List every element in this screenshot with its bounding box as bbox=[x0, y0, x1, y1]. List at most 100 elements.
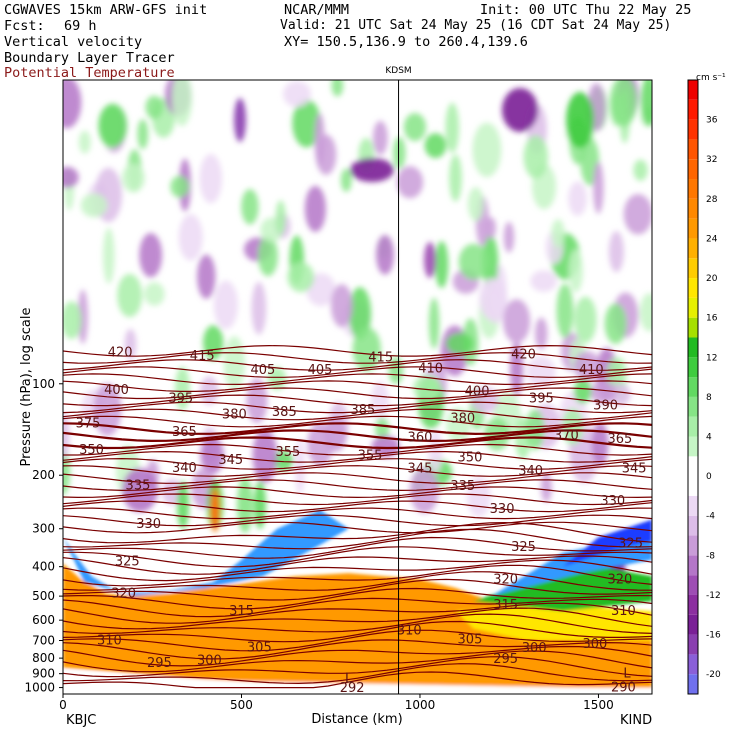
colorbar-swatch bbox=[688, 535, 698, 556]
w-shading-cell bbox=[467, 187, 484, 222]
colorbar-swatch bbox=[688, 654, 698, 675]
theta-contour bbox=[63, 645, 652, 667]
theta-contour bbox=[63, 352, 652, 364]
theta-contour bbox=[63, 465, 652, 477]
theta-label: 405 bbox=[250, 363, 275, 378]
theta-contour bbox=[63, 521, 652, 534]
w-shading-cell bbox=[139, 233, 163, 278]
w-shading-cell bbox=[428, 297, 440, 349]
w-shading-cell bbox=[609, 80, 638, 127]
theta-contour bbox=[63, 344, 652, 357]
theta-label: 365 bbox=[172, 425, 197, 440]
theta-label: 300 bbox=[582, 637, 607, 652]
w-shading-cell bbox=[413, 375, 442, 401]
theta-contour bbox=[63, 650, 652, 673]
theta-label: 415 bbox=[368, 351, 393, 366]
theta-label: 310 bbox=[97, 634, 122, 649]
colorbar-swatch bbox=[688, 238, 698, 259]
w-shading-cell bbox=[77, 289, 88, 344]
theta-label: 350 bbox=[458, 451, 483, 466]
w-shading-cell bbox=[314, 113, 325, 167]
theta-label: 340 bbox=[518, 464, 543, 479]
theta-contour bbox=[63, 613, 652, 635]
colorbar-tick-label: 20 bbox=[706, 274, 718, 284]
colorbar-swatch bbox=[688, 456, 698, 496]
w-shading-cell bbox=[388, 356, 404, 385]
theta-contour bbox=[63, 443, 652, 456]
theta-label: 380 bbox=[222, 407, 247, 422]
colorbar-tick-label: -4 bbox=[706, 512, 715, 522]
colorbar-tick-label: 4 bbox=[706, 433, 712, 443]
w-shading-cell bbox=[485, 217, 497, 239]
w-strong-cell bbox=[566, 92, 594, 148]
w-shading-cell bbox=[530, 270, 557, 292]
theta-contour bbox=[63, 587, 652, 610]
theta-label: 390 bbox=[593, 399, 618, 414]
colorbar-swatch bbox=[688, 317, 698, 338]
theta-label: 310 bbox=[611, 604, 636, 619]
theta-label: 315 bbox=[229, 604, 254, 619]
w-shading-cell bbox=[103, 227, 115, 284]
theta-label: 405 bbox=[308, 363, 333, 378]
colorbar-swatch bbox=[688, 634, 698, 655]
plot-frame bbox=[62, 79, 653, 695]
theta-contour bbox=[63, 521, 652, 544]
theta-contour bbox=[63, 528, 652, 550]
w-shading-cell bbox=[640, 80, 652, 127]
theta-contour bbox=[63, 607, 652, 630]
y-tick-label: 600 bbox=[32, 613, 55, 627]
field-potential-temperature: Potential Temperature bbox=[4, 65, 175, 81]
w-shading-cell bbox=[63, 412, 70, 460]
w-shading-cell bbox=[372, 120, 388, 155]
colorbar-swatch bbox=[688, 218, 698, 239]
theta-label: 340 bbox=[172, 461, 197, 476]
colorbar-tick-label: 36 bbox=[706, 116, 718, 126]
w-shading-cell bbox=[330, 284, 353, 328]
colorbar-tick-label: -12 bbox=[706, 591, 721, 601]
theta-label: 305 bbox=[247, 640, 272, 655]
theta-label: 330 bbox=[490, 502, 515, 517]
colorbar-swatch bbox=[688, 575, 698, 595]
theta-contour bbox=[63, 639, 652, 660]
w-shading-cell bbox=[144, 282, 165, 306]
colorbar-swatch bbox=[688, 436, 698, 457]
theta-label: 395 bbox=[168, 392, 193, 407]
w-shading-cell bbox=[63, 301, 82, 339]
y-tick-label: 700 bbox=[32, 634, 55, 648]
colorbar-tick-label: -16 bbox=[706, 631, 721, 641]
theta-contour bbox=[63, 450, 652, 463]
w-shading-cell bbox=[287, 262, 315, 293]
boundary-layer-edge bbox=[562, 519, 652, 567]
colorbar-swatch bbox=[688, 357, 698, 378]
w-shading-cell bbox=[375, 234, 395, 275]
colorbar-swatch bbox=[688, 614, 698, 635]
w-shading-cell bbox=[292, 99, 321, 148]
w-shading-cell bbox=[78, 130, 91, 154]
theta-label: 375 bbox=[76, 416, 101, 431]
theta-contour bbox=[63, 663, 652, 685]
w-shading-cell bbox=[393, 136, 406, 169]
theta-contour bbox=[63, 366, 652, 378]
w-shading-cell bbox=[568, 249, 583, 293]
theta-contour bbox=[63, 493, 652, 506]
theta-label: 330 bbox=[136, 517, 161, 532]
theta-label: 310 bbox=[397, 624, 422, 639]
w-shading-cell bbox=[623, 193, 652, 235]
theta-contour bbox=[63, 671, 652, 689]
theta-label: 360 bbox=[408, 430, 433, 445]
source-label: NCAR/MMM bbox=[284, 2, 350, 18]
w-shading-cell bbox=[251, 281, 267, 335]
w-shading-cell bbox=[434, 240, 449, 289]
w-shading-cell bbox=[510, 342, 524, 396]
theta-contour bbox=[63, 429, 652, 443]
theta-contour bbox=[63, 656, 652, 678]
w-shading-cell bbox=[241, 188, 259, 225]
theta-contour bbox=[63, 555, 652, 575]
theta-contour bbox=[63, 564, 652, 587]
theta-label: 345 bbox=[408, 461, 433, 476]
w-shading-cell bbox=[446, 332, 474, 355]
init-time: Init: 00 UTC Thu 22 May 25 bbox=[480, 2, 692, 18]
w-shading-cell bbox=[503, 221, 515, 253]
y-tick-label: 800 bbox=[32, 651, 55, 665]
theta-label: L bbox=[623, 667, 631, 682]
